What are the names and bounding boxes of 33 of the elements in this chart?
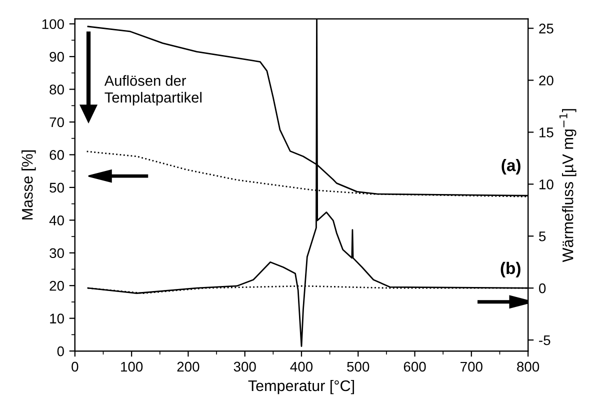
y-tick-label: 40 [49, 215, 64, 226]
y2-tick-label: 5 [539, 232, 546, 242]
annotation: (a) [502, 158, 520, 174]
y-tick-label: 20 [50, 280, 64, 291]
y-tick-label: 90 [50, 52, 64, 62]
x-tick-label: 500 [347, 362, 370, 372]
y-tick-label: 70 [50, 117, 64, 128]
x-tick-label: 100 [121, 362, 143, 372]
x-tick-label: 800 [517, 362, 540, 372]
y-tick-label: 60 [50, 150, 64, 160]
y2-tick-label: 15 [540, 128, 554, 138]
annotation: Auflösen der Templatpartikel [104, 75, 202, 106]
y2-tick-label: 0 [539, 283, 546, 294]
y-tick-label: 0 [57, 346, 64, 356]
x-tick-label: 200 [177, 362, 200, 372]
y-axis-title: Masse [%] [22, 150, 36, 220]
y2-tick-label: -5 [539, 335, 550, 346]
x-tick-label: 0 [72, 362, 78, 372]
annotation: (b) [500, 262, 520, 278]
x-tick-label: 700 [460, 362, 482, 372]
y2-axis-title: Wärmefluss [µV mg$^{−1}$] [559, 109, 576, 262]
y2-tick-label: 20 [539, 76, 554, 86]
y-tick-label: 80 [50, 84, 64, 94]
x-axis-title: Temperatur [°C] [248, 380, 354, 394]
y2-tick-label: 25 [539, 24, 554, 34]
y-tick-label: 30 [50, 248, 64, 258]
x-tick-label: 300 [234, 362, 256, 372]
y-tick-label: 100 [42, 19, 64, 30]
y-tick-label: 50 [50, 182, 64, 193]
x-tick-label: 600 [404, 362, 426, 372]
y-tick-label: 10 [50, 314, 64, 324]
x-tick-label: 400 [290, 362, 313, 372]
y2-tick-label: 10 [540, 179, 554, 190]
